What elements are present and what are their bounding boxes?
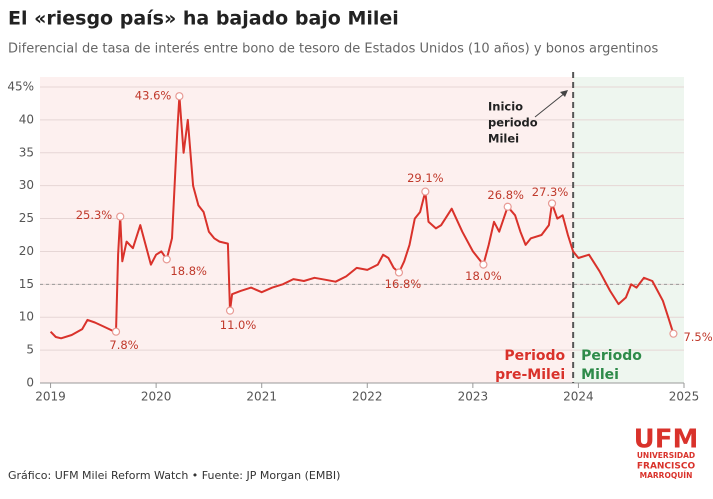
pre-milei-label: Periodo [504,348,565,364]
milei-start-label: Inicio [488,100,523,114]
annotation-point [394,268,404,277]
line [49,95,675,340]
x-tick-label: 2021 [246,390,277,404]
y-tick-label: 40 [19,112,34,126]
y-tick-label: 15 [19,277,34,291]
logo: UFM [634,425,699,455]
annotation-point [111,327,121,336]
y-tick-label: 30 [19,178,34,192]
x-tick-label: 2025 [669,390,700,404]
annotation-point [547,199,557,208]
milei-start-label: Milei [488,132,519,146]
milei-region [573,77,684,383]
milei-start-label: periodo [488,116,538,130]
logo-line: MARROQUÍN [640,471,693,480]
pre-milei-label: pre-Milei [495,367,565,383]
logo-line: FRANCISCO [637,462,696,472]
y-tick-label: 25 [19,211,34,225]
annotation-point [669,329,678,338]
milei-label: Periodo [581,348,642,364]
chart-subtitle: Diferencial de tasa de interés entre bon… [8,42,658,57]
x-tick-label: 2020 [141,390,172,404]
y-tick-label: 45% [7,80,34,94]
logo-line: UNIVERSIDAD [637,451,695,460]
arrow-head [560,90,568,97]
annotation-label: 25.3% [76,208,113,222]
annotation-label: 11.0% [220,318,257,332]
annotation-label: 18.8% [170,264,207,278]
y-tick-label: 10 [19,310,34,324]
annotation-point [421,187,430,196]
arrow [534,92,566,118]
x-tick-label: 2024 [563,390,594,404]
annotation-label: 7.5% [683,330,712,344]
chart-title: El «riesgo país» ha bajado bajo Milei [8,8,399,30]
annotation-point [225,306,235,315]
annotation-point [175,92,184,101]
annotation-point [162,255,171,264]
annotation-point [116,212,125,221]
annotation-label: 18.0% [465,269,502,283]
annotation-label: 27.3% [532,185,569,199]
annotation-label: 7.8% [109,338,138,352]
pre-milei-region [40,77,574,383]
y-tick-label: 35 [19,145,34,159]
source: Gráfico: UFM Milei Reform Watch • Fuente… [8,469,340,482]
y-tick-label: 0 [26,376,34,390]
annotation-label: 29.1% [407,171,444,185]
annotation-point [503,202,512,211]
annotation-point [479,260,488,269]
annotation-label: 16.8% [385,277,422,291]
x-tick-label: 2023 [458,390,489,404]
milei-label: Milei [581,367,619,383]
x-tick-label: 2022 [352,390,383,404]
x-tick-label: 2019 [35,390,66,404]
y-tick-label: 20 [19,244,34,258]
y-tick-label: 5 [26,343,34,357]
annotation-label: 26.8% [487,188,524,202]
annotation-label: 43.6% [135,89,172,103]
